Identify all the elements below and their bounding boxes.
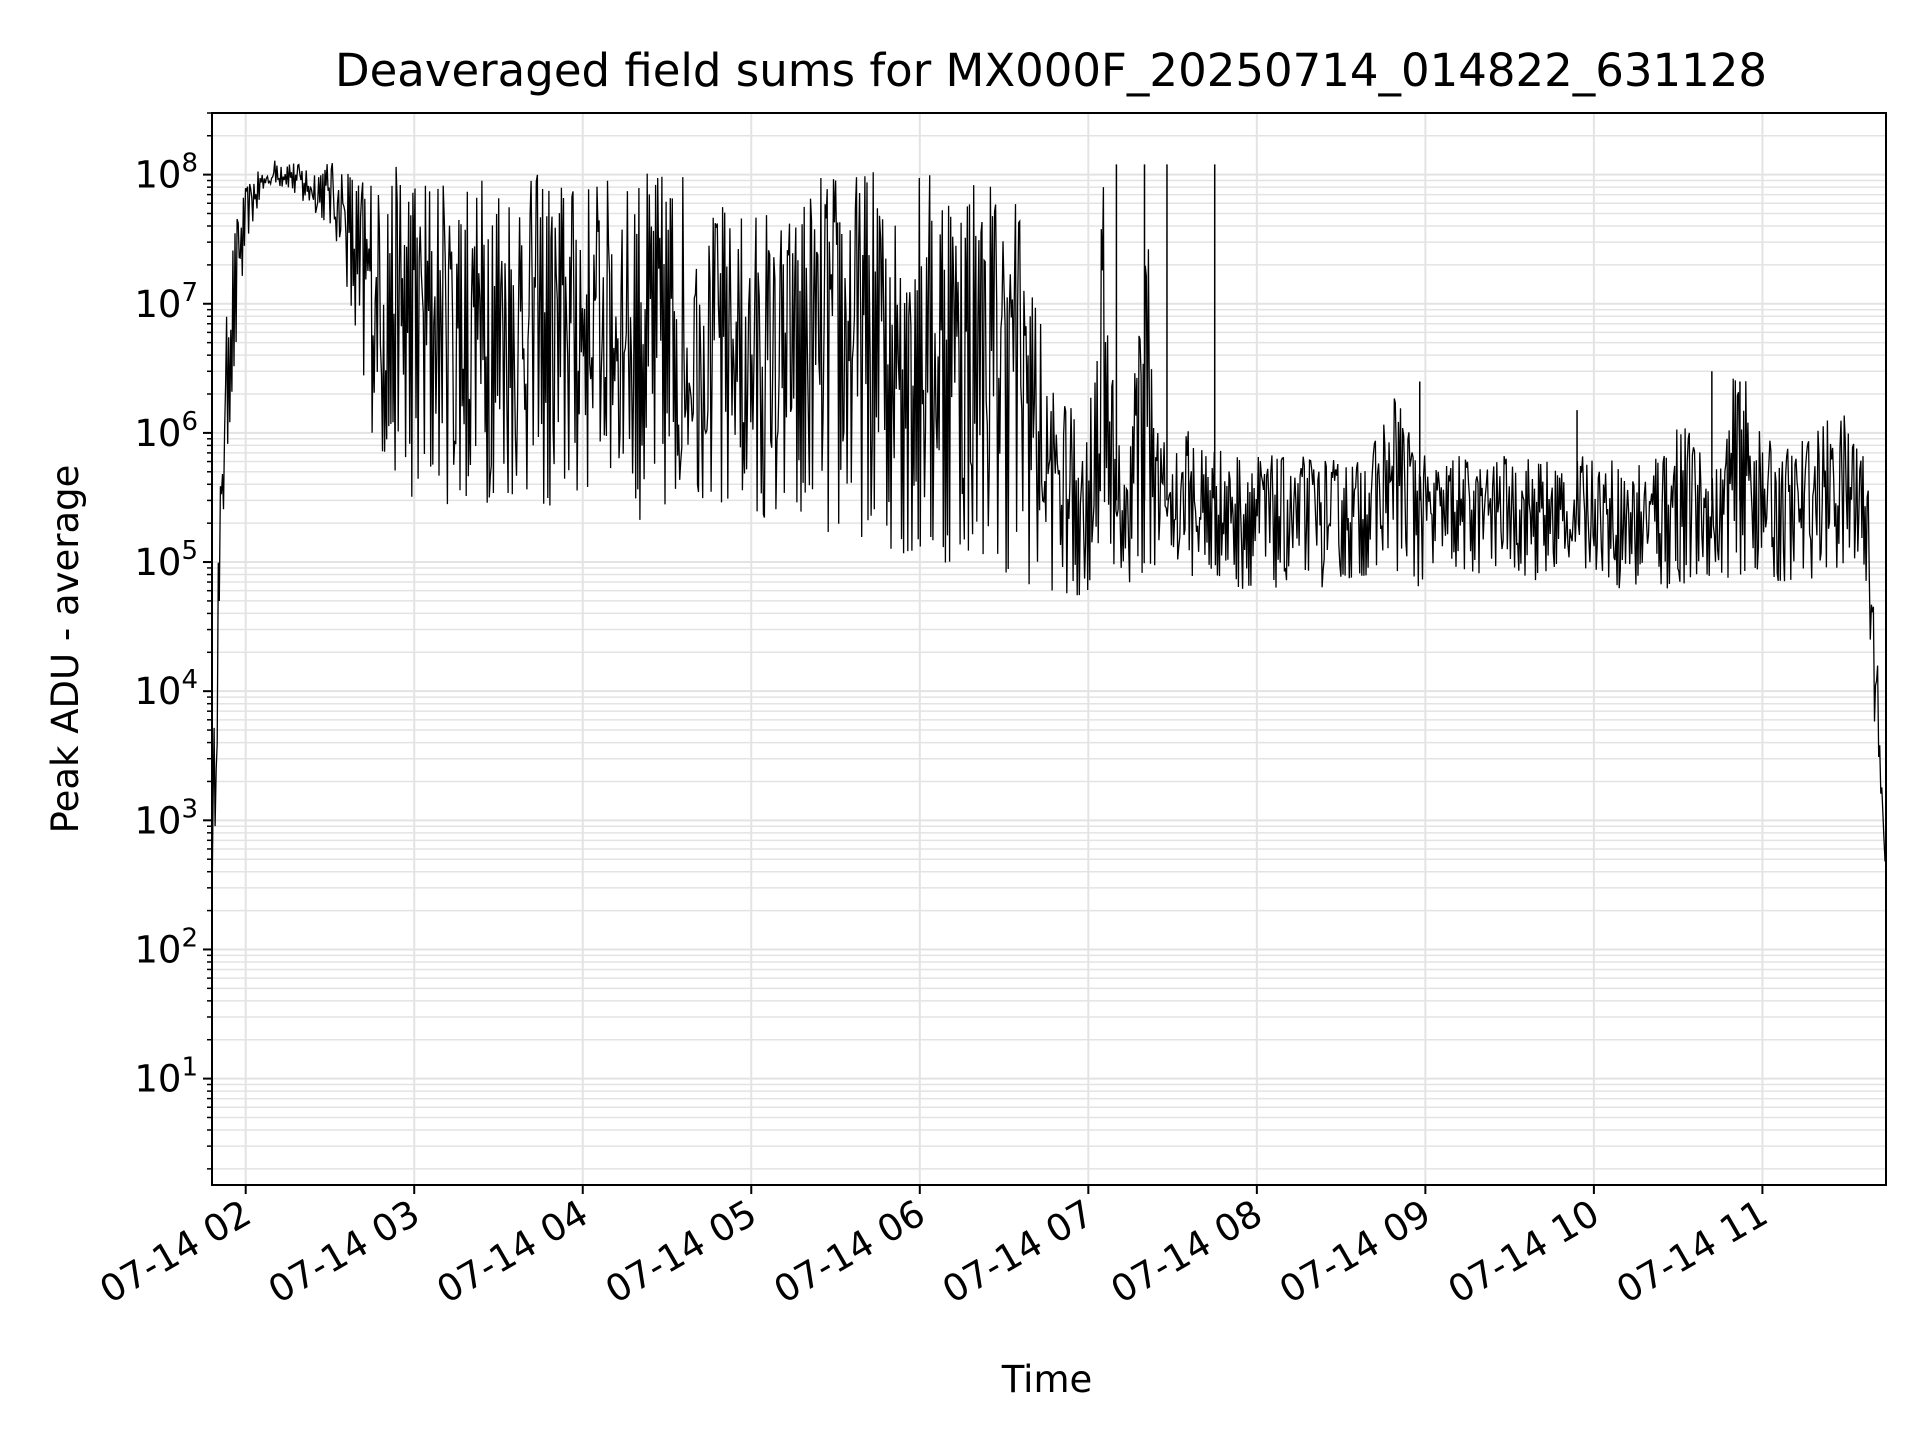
y-tick-label: 106 bbox=[134, 407, 198, 455]
chart-title: Deaveraged field sums for MX000F_2025071… bbox=[335, 44, 1767, 97]
plot-frame bbox=[211, 112, 1887, 1186]
data-series bbox=[211, 160, 1887, 910]
y-tick-label: 103 bbox=[134, 794, 198, 842]
y-tick-label: 102 bbox=[134, 923, 198, 971]
grid-lines bbox=[212, 112, 1886, 1185]
x-axis-label: Time bbox=[1001, 1358, 1093, 1401]
y-tick-label: 105 bbox=[134, 536, 198, 584]
y-tick-label: 107 bbox=[134, 278, 198, 326]
series-line bbox=[211, 160, 1887, 910]
y-tick-label: 104 bbox=[134, 665, 198, 713]
y-axis-label: Peak ADU - average bbox=[44, 465, 87, 834]
y-tick-label: 108 bbox=[134, 149, 198, 197]
y-axis: 101 102 103 104 105 106 107 108 bbox=[134, 112, 212, 1170]
y-tick-label: 101 bbox=[134, 1053, 198, 1101]
